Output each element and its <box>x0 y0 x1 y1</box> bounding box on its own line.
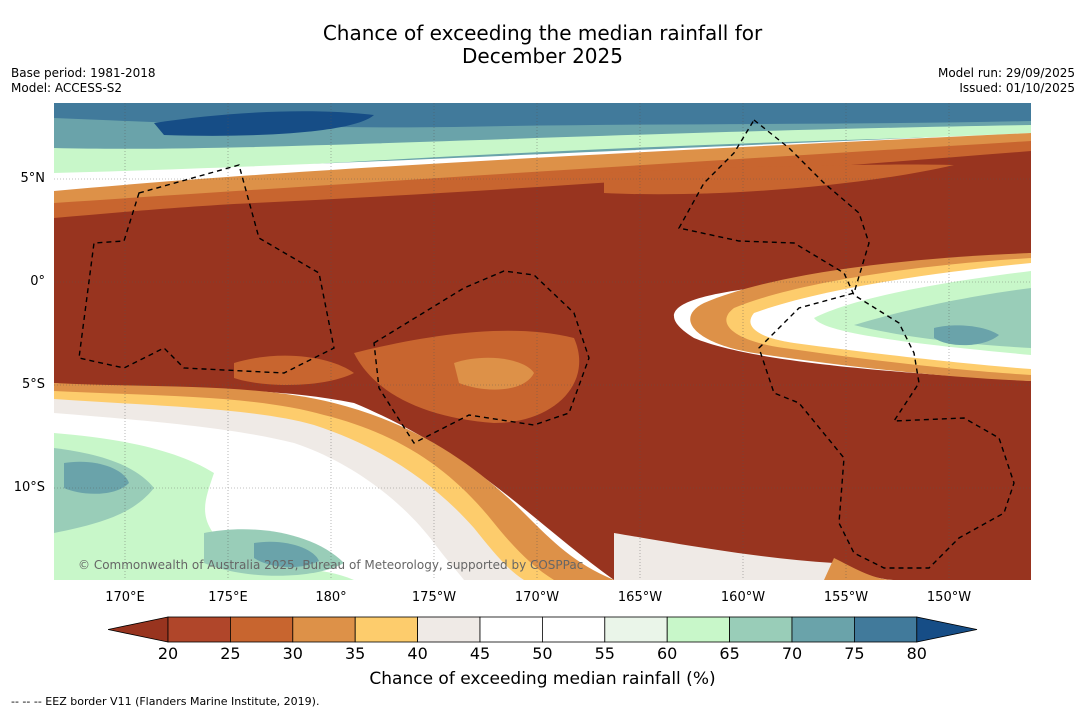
central-moderate-patch <box>454 357 534 390</box>
colorbar-tick-label: 55 <box>594 644 615 663</box>
colorbar-tick-label: 30 <box>282 644 303 663</box>
map-title: Chance of exceeding the median rainfall … <box>0 22 1085 68</box>
south-wetter-patch-2 <box>254 541 319 568</box>
lon-label-170e: 170°E <box>105 590 145 605</box>
colorbar-tick-label: 70 <box>781 644 803 663</box>
title-line-2: December 2025 <box>462 44 623 68</box>
colorbar-segment <box>230 616 294 643</box>
colorbar-segment <box>666 616 731 643</box>
equatorial-tongue-core <box>934 325 999 346</box>
colorbar-tick-label: 50 <box>532 644 553 663</box>
colorbar-segment <box>417 616 481 643</box>
lat-label-0: 0° <box>30 274 45 289</box>
eez-border-2 <box>373 270 590 444</box>
rainfall-map <box>54 103 1031 580</box>
colorbar-over-arrow <box>916 616 978 643</box>
lon-label-165w: 165°W <box>617 590 663 605</box>
lon-label-175w: 175°W <box>411 590 457 605</box>
colorbar-segment <box>854 616 918 643</box>
eez-border-1 <box>78 164 335 374</box>
model-run-info: Model run: 29/09/2025 Issued: 01/10/2025 <box>938 66 1075 96</box>
lon-label-160w: 160°W <box>720 590 766 605</box>
attribution-watermark: © Commonwealth of Australia 2025, Bureau… <box>78 558 584 572</box>
colorbar-segment <box>791 616 855 643</box>
lon-label-155w: 155°W <box>823 590 869 605</box>
title-line-1: Chance of exceeding the median rainfall … <box>322 21 763 45</box>
colorbar-segment <box>541 616 606 643</box>
lon-label-150w: 150°W <box>926 590 972 605</box>
colorbar-tick-label: 20 <box>157 644 179 663</box>
colorbar-segment <box>604 616 668 643</box>
colorbar-tick-label: 75 <box>844 644 865 663</box>
colorbar-tick-label: 60 <box>657 644 678 663</box>
lat-label-10s: 10°S <box>13 480 45 495</box>
lon-label-180: 180° <box>315 590 347 605</box>
eez-border-3 <box>677 118 1015 569</box>
colorbar-under-arrow <box>108 616 169 643</box>
colorbar-segment <box>479 616 543 643</box>
colorbar-segment <box>292 616 356 643</box>
lat-label-5s: 5°S <box>21 377 45 392</box>
issued-date: Issued: 01/10/2025 <box>959 81 1075 95</box>
southeast-neutral-zone <box>614 533 894 580</box>
colorbar-title: Chance of exceeding median rainfall (%) <box>369 669 716 689</box>
west-orange-patch <box>234 355 354 385</box>
north-moist-band <box>54 125 1031 181</box>
north-very-wet-patch <box>154 111 374 136</box>
colorbar-segment <box>167 616 231 643</box>
base-period: Base period: 1981-2018 <box>11 66 156 80</box>
colorbar-tick-label: 65 <box>719 644 740 663</box>
colorbar-segment <box>729 616 793 643</box>
base-period-info: Base period: 1981-2018 Model: ACCESS-S2 <box>11 66 156 96</box>
colorbar-tick-label: 40 <box>407 644 428 663</box>
colorbar-tick-label: 25 <box>220 644 241 663</box>
north-moderate-edge <box>54 133 1031 203</box>
north-dry-edge <box>54 137 1031 218</box>
lon-label-170w: 170°W <box>514 590 560 605</box>
colorbar-tick-label: 45 <box>469 644 491 663</box>
north-orange-patch <box>604 164 954 195</box>
south-wetter-patch <box>64 461 129 494</box>
lon-label-175e: 175°E <box>208 590 248 605</box>
eez-borders <box>78 118 1015 569</box>
colorbar-tick-label: 80 <box>906 644 927 663</box>
model-run-date: Model run: 29/09/2025 <box>937 66 1075 80</box>
lat-label-5n: 5°N <box>20 171 46 186</box>
colorbar-tick-label: 35 <box>345 644 366 663</box>
graticule <box>54 103 1031 580</box>
model-name: Model: ACCESS-S2 <box>11 81 123 95</box>
colorbar <box>108 616 978 643</box>
southeast-edge <box>824 558 894 580</box>
eez-legend-note: -- -- -- EEZ border V11 (Flanders Marine… <box>11 695 320 708</box>
colorbar-segment <box>354 616 418 643</box>
